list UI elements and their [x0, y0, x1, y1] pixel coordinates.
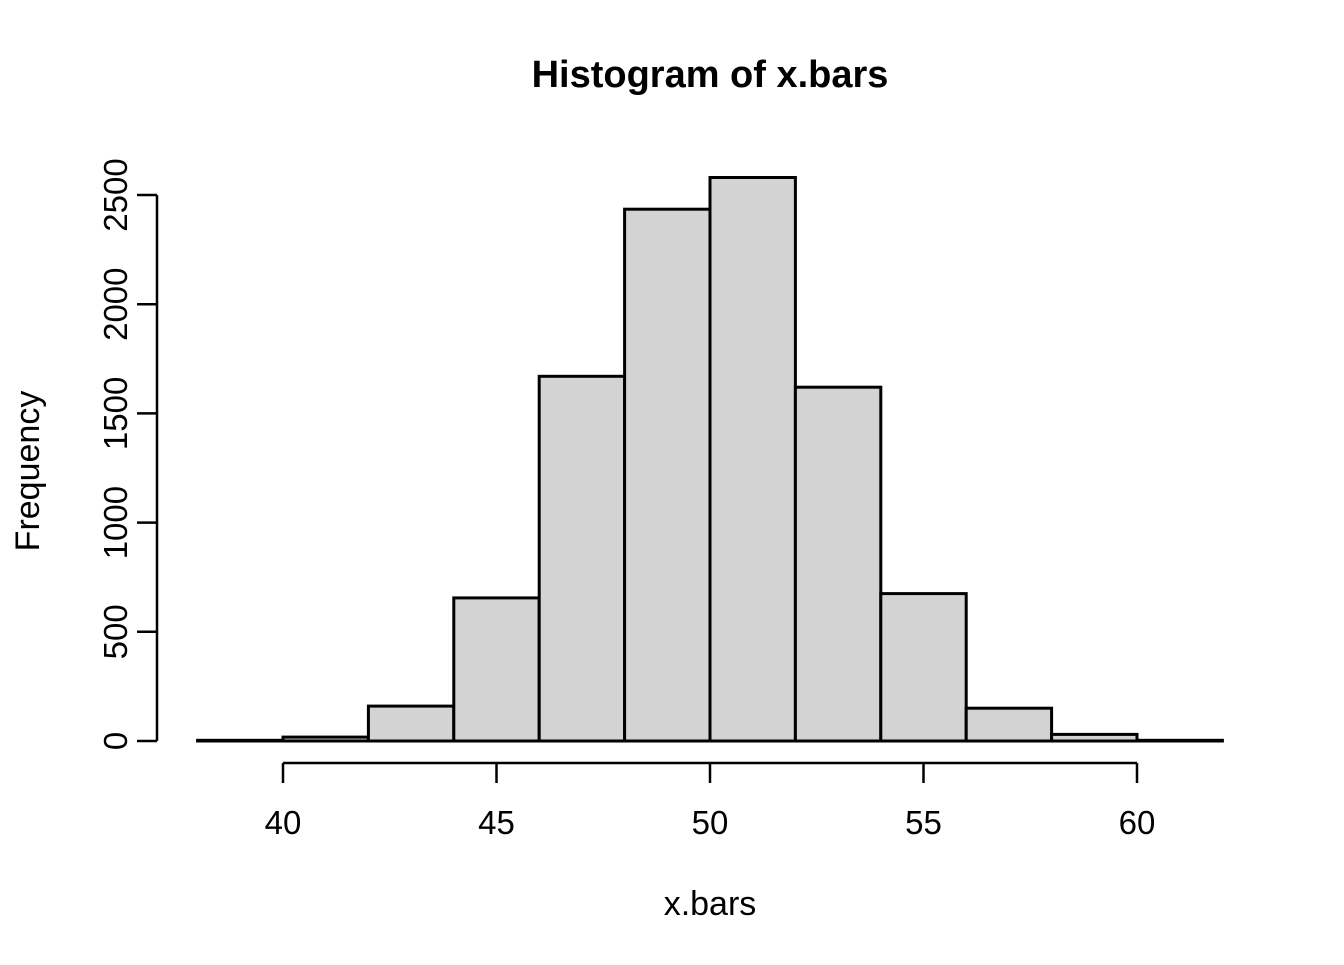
- x-tick-label: 40: [265, 804, 302, 841]
- histogram-bar: [452, 596, 541, 743]
- histogram-bar: [879, 592, 968, 743]
- x-tick-label: 50: [692, 804, 729, 841]
- x-tick-label: 60: [1119, 804, 1156, 841]
- histogram-bar: [623, 207, 712, 743]
- histogram-bar: [708, 176, 797, 743]
- x-tick-label: 55: [905, 804, 942, 841]
- y-tick-label: 1000: [97, 486, 134, 559]
- histogram-bar: [1050, 732, 1139, 743]
- chart-title: Histogram of x.bars: [531, 54, 889, 96]
- histogram-bar: [793, 385, 883, 743]
- histogram-bar: [1135, 738, 1224, 743]
- y-tick-label: 2500: [97, 158, 134, 231]
- x-tick-label: 45: [478, 804, 515, 841]
- y-tick-label: 1500: [97, 377, 134, 450]
- y-axis-label: Frequency: [9, 390, 47, 552]
- x-axis-label: x.bars: [663, 885, 757, 923]
- y-tick-label: 500: [97, 604, 134, 659]
- histogram-bar: [964, 706, 1054, 743]
- y-tick-label: 0: [97, 732, 134, 750]
- histogram-bar: [537, 374, 627, 743]
- histogram-bar: [196, 738, 285, 743]
- histogram-bar: [366, 704, 456, 743]
- y-tick-label: 2000: [97, 267, 134, 340]
- histogram-bar: [281, 735, 370, 743]
